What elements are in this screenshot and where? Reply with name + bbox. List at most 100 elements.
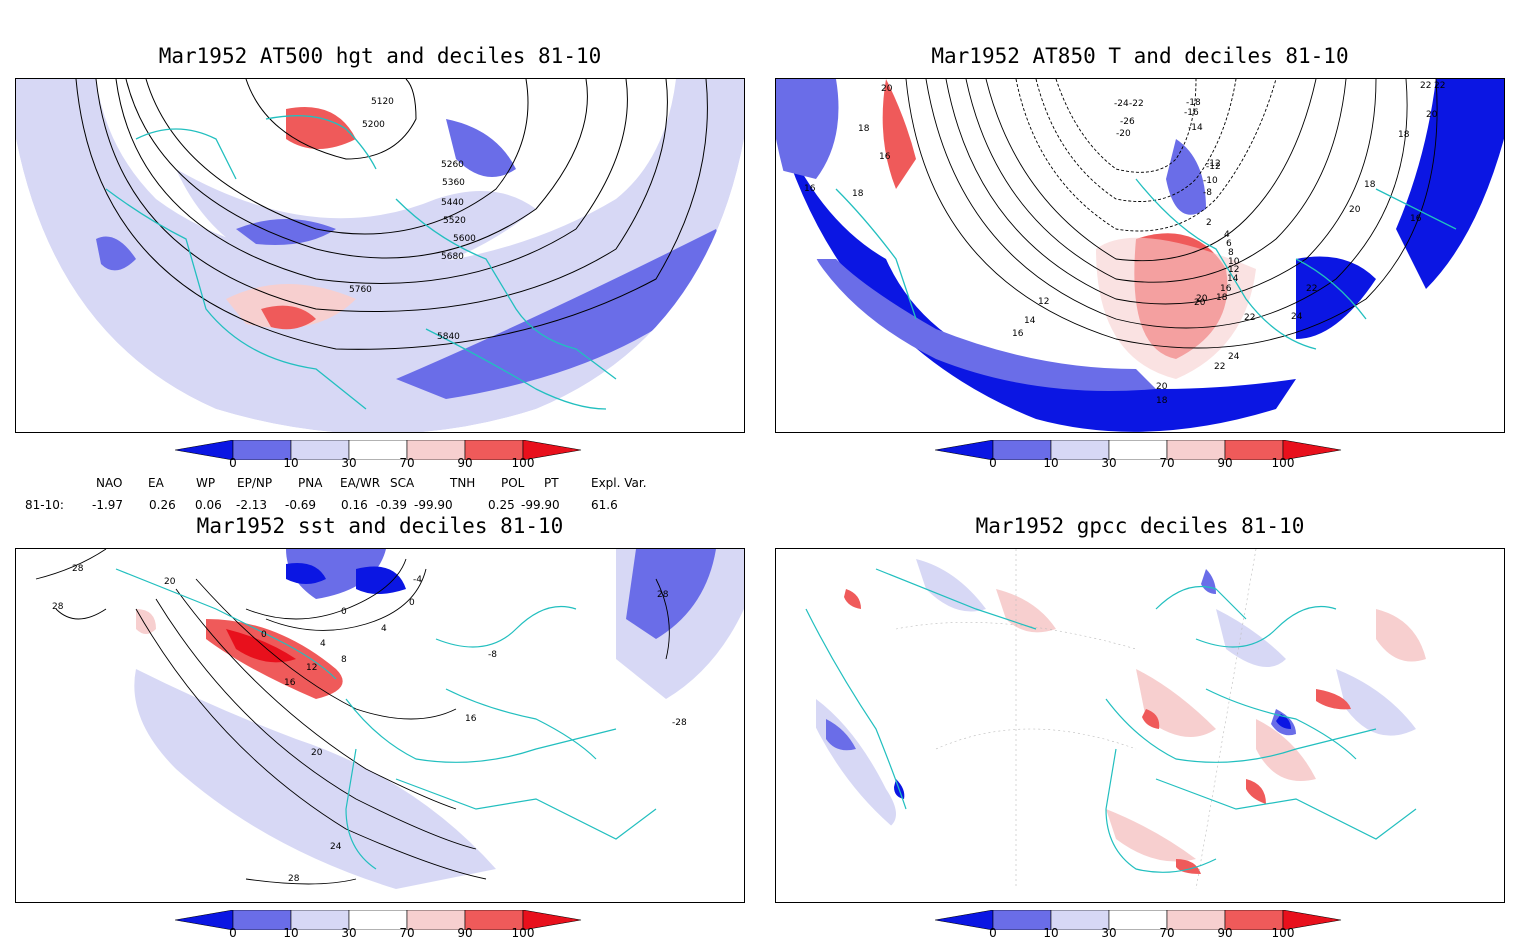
index-header: PT — [544, 476, 559, 490]
contour-label: 2 — [1206, 218, 1212, 228]
colorbar-tick-label: 30 — [341, 456, 357, 470]
index-value: 61.6 — [591, 498, 618, 512]
contour-label: 5120 — [371, 97, 394, 107]
contour-label: 22 — [1420, 81, 1431, 91]
colorbar-tick-label: 0 — [989, 926, 997, 940]
colorbar-segment — [174, 439, 234, 461]
colorbar-tick-label: 100 — [1271, 456, 1295, 470]
colorbar-tick-label: 70 — [399, 456, 415, 470]
contour-label: -8 — [488, 650, 497, 660]
colorbar-tick-label: 10 — [1043, 456, 1059, 470]
contour-label: 20 — [881, 84, 893, 94]
contour-label: -22 — [1129, 99, 1144, 109]
colorbar-tick-label: 70 — [1159, 926, 1175, 940]
contour-label: -24 — [1114, 99, 1129, 109]
contour-label: 22 — [1306, 284, 1317, 294]
contour-label: 22 — [1244, 313, 1255, 323]
contour-label: -26 — [1120, 117, 1135, 127]
map-panel-sst: 28 28 20 0 0 4 0 4 8 12 16 16 20 24 28 2… — [15, 548, 745, 903]
contour-label: -14 — [1188, 123, 1203, 133]
index-value: 0.25 — [488, 498, 515, 512]
contour-label: 5520 — [443, 216, 466, 226]
contour-label: 24 — [1228, 352, 1240, 362]
colorbar-segment — [232, 909, 292, 931]
contour-label: 20 — [1426, 110, 1438, 120]
contour-label: -12 — [1206, 159, 1221, 169]
contour-label: 16 — [1012, 329, 1024, 339]
colorbar-segment — [232, 439, 292, 461]
contour-label: 28 — [72, 564, 84, 574]
contour-label: 8 — [341, 655, 347, 665]
contour-label: 18 — [1156, 396, 1168, 406]
colorbar-segment — [992, 909, 1052, 931]
colorbar-segment — [522, 909, 582, 931]
contour-label: 16 — [465, 714, 477, 724]
contour-label: 5440 — [441, 198, 464, 208]
colorbar-segment — [522, 439, 582, 461]
contour-label: 0 — [261, 630, 267, 640]
contour-label: 18 — [852, 189, 864, 199]
contour-label: 0 — [341, 607, 347, 617]
colorbar-tick-label: 30 — [1101, 456, 1117, 470]
index-value: -2.13 — [236, 498, 268, 512]
contour-label: 14 — [1024, 316, 1036, 326]
panel-title-hgt500: Mar1952 AT500 hgt and deciles 81-10 — [158, 44, 602, 68]
index-header: POL — [501, 476, 525, 490]
contour-label: 5360 — [442, 178, 465, 188]
colorbar-segment — [934, 439, 994, 461]
contour-label: 6 — [1226, 239, 1232, 249]
contour-label: 20 — [1196, 294, 1208, 304]
colorbar-hgt500: 0 10 30 70 90 100 — [174, 439, 585, 475]
colorbar-tick-label: 70 — [1159, 456, 1175, 470]
colorbar-segment — [348, 909, 408, 931]
map-panel-t850: 20 18 16 16 18 -22 -24 -26 -20 -18 -16 -… — [775, 78, 1505, 433]
index-value: 0.16 — [341, 498, 368, 512]
contour-label: 18 — [1216, 293, 1228, 303]
colorbar-tick-label: 90 — [1217, 926, 1233, 940]
contour-label: 4 — [381, 624, 387, 634]
contour-label: 18 — [858, 124, 870, 134]
contour-label: 5600 — [453, 234, 476, 244]
colorbar-tick-label: 10 — [283, 926, 299, 940]
colorbar-tick-label: 90 — [457, 926, 473, 940]
index-value: 0.26 — [149, 498, 176, 512]
colorbar-segment — [348, 439, 408, 461]
contour-label: 28 — [52, 602, 64, 612]
contour-label: 18 — [1398, 130, 1410, 140]
index-value: -99.90 — [414, 498, 453, 512]
contour-label: 12 — [1228, 265, 1239, 275]
colorbar-segment — [1166, 439, 1226, 461]
contour-label: -28 — [672, 718, 687, 728]
contour-label: -20 — [1116, 129, 1131, 139]
index-header: NAO — [96, 476, 123, 490]
contour-label: -16 — [1184, 108, 1199, 118]
contour-label: 4 — [1224, 230, 1230, 240]
colorbar-tick-label: 90 — [457, 456, 473, 470]
contour-label: 24 — [330, 842, 342, 852]
colorbar-tick-label: 30 — [1101, 926, 1117, 940]
panel-title-sst: Mar1952 sst and deciles 81-10 — [196, 514, 564, 538]
colorbar-tick-label: 100 — [511, 456, 535, 470]
index-header: Expl. Var. — [591, 476, 647, 490]
colorbar-t850: 0 10 30 70 90 100 — [934, 439, 1345, 475]
contour-label: 5260 — [441, 160, 464, 170]
colorbar-segment — [290, 439, 350, 461]
colorbar-segment — [992, 439, 1052, 461]
index-header: TNH — [450, 476, 476, 490]
panel-title-gpcc: Mar1952 gpcc deciles 81-10 — [975, 514, 1305, 538]
colorbar-segment — [1282, 909, 1342, 931]
index-value: -1.97 — [92, 498, 124, 512]
index-header: SCA — [390, 476, 415, 490]
contour-label: 5840 — [437, 332, 460, 342]
contour-label: 20 — [1156, 382, 1168, 392]
contour-label: -8 — [1203, 188, 1212, 198]
colorbar-sst: 0 10 30 70 90 100 — [174, 909, 585, 940]
index-header: PNA — [298, 476, 323, 490]
contour-label: 22 — [1434, 81, 1445, 91]
map-panel-gpcc — [775, 548, 1505, 903]
contour-label: 20 — [164, 577, 176, 587]
contour-label: 4 — [320, 639, 326, 649]
contour-label: 5200 — [362, 120, 385, 130]
colorbar-tick-label: 30 — [341, 926, 357, 940]
contour-label: 20 — [1349, 205, 1361, 215]
